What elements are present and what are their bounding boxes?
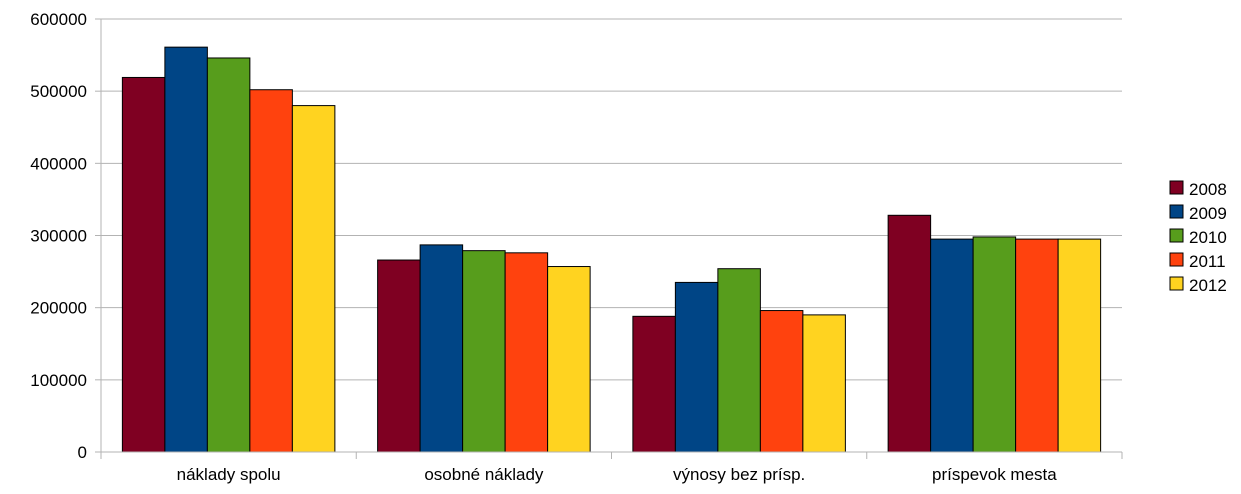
bars [121, 46, 1102, 453]
bar-2010-3 [972, 236, 1017, 453]
y-tick-label: 0 [78, 443, 87, 462]
y-tick-label: 200000 [30, 299, 87, 318]
y-tick-label: 400000 [30, 154, 87, 173]
y-tick-label: 300000 [30, 227, 87, 246]
x-category-label: osobné náklady [424, 465, 544, 484]
legend-swatch [1169, 276, 1184, 291]
bar-2009-3 [930, 238, 974, 453]
bar-2011-3 [1015, 238, 1059, 453]
legend-swatch [1169, 204, 1184, 219]
y-tick-label: 500000 [30, 82, 87, 101]
bar-2008-1 [377, 259, 421, 453]
bar-2011-0 [249, 89, 293, 453]
bar-2008-2 [632, 315, 676, 453]
bar-2012-2 [802, 314, 846, 453]
legend: 2008 2009 2010 2011 2012 [1169, 180, 1227, 295]
legend-label: 2012 [1189, 276, 1227, 295]
legend-swatch [1169, 228, 1184, 243]
legend-label: 2011 [1189, 252, 1226, 271]
x-category-label: náklady spolu [177, 465, 281, 484]
bar-2012-0 [291, 105, 336, 453]
x-category-label: príspevok mesta [932, 465, 1057, 484]
y-tick-label: 600000 [30, 10, 87, 29]
bar-2008-3 [887, 214, 932, 453]
bar-2012-1 [547, 266, 591, 453]
bar-2010-1 [462, 250, 506, 453]
axes [95, 18, 1123, 459]
bar-2009-0 [164, 46, 208, 453]
bar-2011-1 [504, 252, 549, 453]
x-category-label: výnosy bez prísp. [673, 465, 805, 484]
bar-2009-2 [674, 281, 719, 453]
x-axis-categories: náklady spolu osobné náklady výnosy bez pr… [177, 465, 1058, 484]
y-axis-ticks: 0 100000 200000 300000 400000 500000 600000 [30, 10, 87, 462]
bar-2010-0 [206, 57, 251, 453]
bar-2009-1 [419, 244, 464, 453]
bar-2008-0 [121, 76, 166, 453]
legend-swatch [1169, 180, 1184, 195]
bar-2011-2 [759, 310, 804, 453]
bar-2010-2 [717, 268, 761, 453]
legend-label: 2009 [1189, 204, 1227, 223]
legend-swatch [1169, 252, 1184, 267]
legend-label: 2010 [1189, 228, 1227, 247]
y-tick-label: 100000 [30, 371, 87, 390]
legend-label: 2008 [1189, 180, 1227, 199]
bar-2012-3 [1057, 238, 1102, 453]
